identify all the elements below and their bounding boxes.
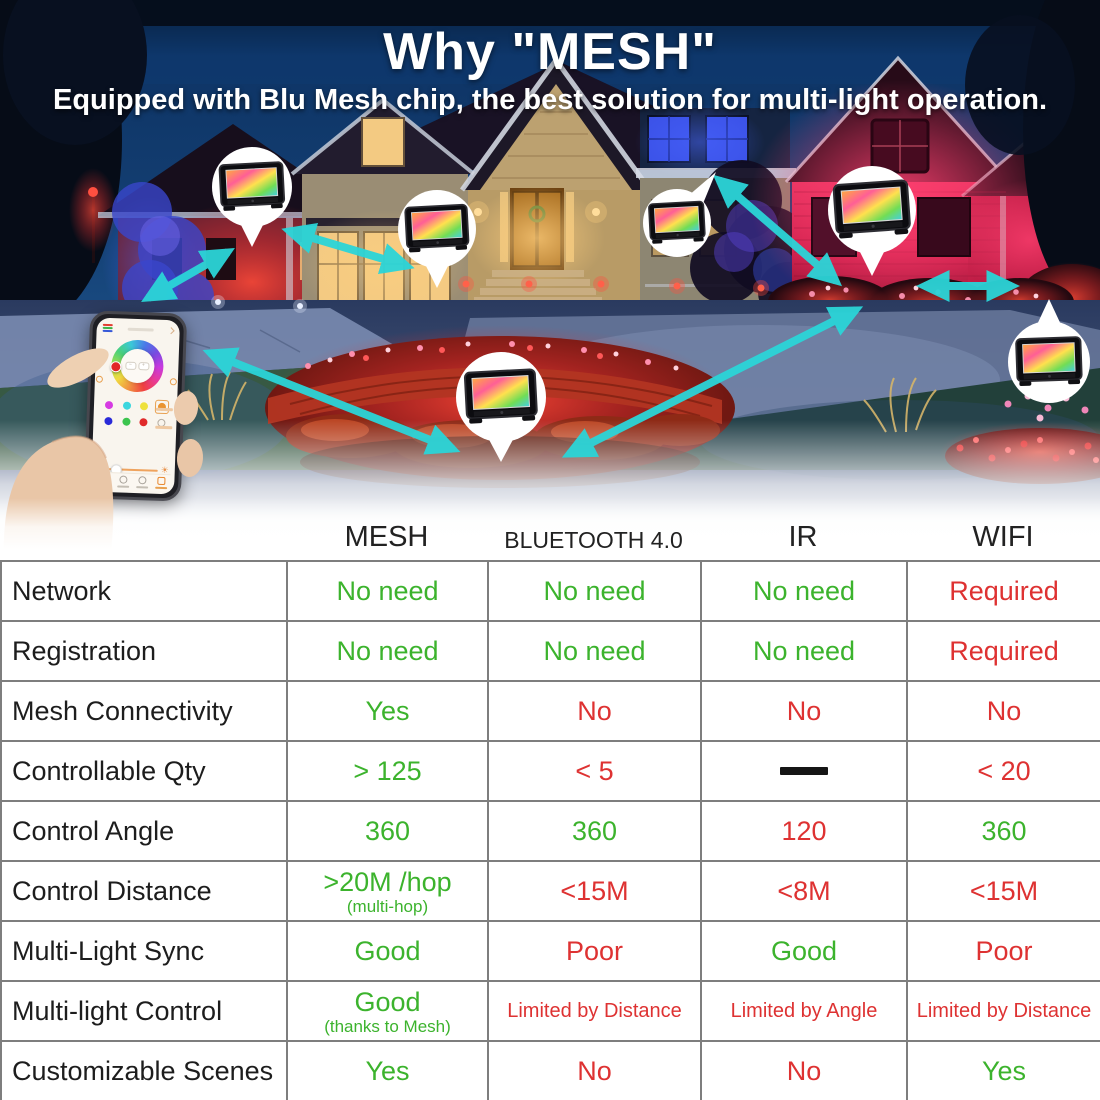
table-row: Customizable Scenes Yes No No Yes (0, 1040, 1100, 1100)
table-cell: <15M (487, 860, 702, 922)
floodlight-callout (828, 166, 916, 276)
table-cell: No (700, 1040, 908, 1100)
table-cell: > 125 (286, 740, 489, 802)
table-row: Control Distance >20M /hop (multi-hop) <15M… (0, 860, 1100, 922)
table-cell: No need (700, 560, 908, 622)
table-cell: >20M /hop (multi-hop) (286, 860, 489, 922)
table-cell: 360 (906, 800, 1100, 862)
table-cell: 360 (487, 800, 702, 862)
double-arrow-icon (202, 347, 461, 455)
table-cell: Limited by Distance (906, 980, 1100, 1042)
floodlight-callout (456, 352, 546, 462)
table-row: Controllable Qty > 125 < 5 < 20 (0, 740, 1100, 802)
table-cell: 120 (700, 800, 908, 862)
table-cell: < 5 (487, 740, 702, 802)
floodlight-callout (212, 147, 292, 247)
double-arrow-icon (561, 306, 864, 458)
table-cell: Required (906, 560, 1100, 622)
column-header: WIFI (972, 521, 1034, 553)
table-cell: < 20 (906, 740, 1100, 802)
table-cell: Yes (906, 1040, 1100, 1100)
table-row: Control Angle 360 360 120 360 (0, 800, 1100, 862)
table-cell: Good (700, 920, 908, 982)
table-cell: Yes (286, 680, 489, 742)
column-header-row: MESH BLUETOOTH 4.0 IR WIFI (0, 503, 1100, 558)
table-row: Multi-Light Sync Good Poor Good Poor (0, 920, 1100, 982)
table-cell: 360 (286, 800, 489, 862)
table-cell: No need (286, 560, 489, 622)
table-cell: Limited by Distance (487, 980, 702, 1042)
double-arrow-icon (712, 174, 843, 287)
table-row: Network No need No need No need Required (0, 560, 1100, 622)
table-row: Registration No need No need No need Require… (0, 620, 1100, 682)
table-cell: No (906, 680, 1100, 742)
table-cell: No need (487, 560, 702, 622)
table-cell: <8M (700, 860, 908, 922)
path-lights (211, 276, 769, 313)
table-cell: Poor (487, 920, 702, 982)
dash-icon (780, 766, 828, 775)
night-house-photo (0, 0, 1100, 562)
table-cell: No (487, 1040, 702, 1100)
entry-gable (459, 55, 653, 308)
table-cell: Yes (286, 1040, 489, 1100)
left-trees (0, 0, 147, 325)
row-label: Control Distance (0, 860, 288, 922)
table-cell: No (487, 680, 702, 742)
comparison-table-body: Network No need No need No need Required Regi… (0, 560, 1100, 1100)
row-label: Registration (0, 620, 288, 682)
row-label: Customizable Scenes (0, 1040, 288, 1100)
table-cell: Required (906, 620, 1100, 682)
column-header: MESH (344, 521, 429, 553)
table-row: Multi-light Control Good (thanks to Mesh) L… (0, 980, 1100, 1042)
table-row: Mesh Connectivity Yes No No No (0, 680, 1100, 742)
floodlight-callout (1008, 299, 1090, 403)
row-label: Mesh Connectivity (0, 680, 288, 742)
column-header-spacer (0, 554, 286, 558)
column-header: BLUETOOTH 4.0 (504, 527, 683, 553)
column-header: IR (788, 521, 818, 553)
comparison-table: Network No need No need No need Required Regi… (0, 560, 1100, 1100)
double-arrow-icon (141, 248, 235, 302)
floodlight-callout (643, 172, 716, 257)
page-subtitle: Equipped with Blu Mesh chip, the best so… (52, 84, 1047, 116)
table-cell: No need (487, 620, 702, 682)
table-cell: No need (286, 620, 489, 682)
row-label: Multi-Light Sync (0, 920, 288, 982)
table-cell: Good (286, 920, 489, 982)
table-cell: Poor (906, 920, 1100, 982)
table-cell: No need (700, 620, 908, 682)
table-cell: No (700, 680, 908, 742)
page-title: Why "MESH" (383, 23, 717, 81)
table-cell: Good (thanks to Mesh) (286, 980, 489, 1042)
table-cell (700, 740, 908, 802)
row-label: Control Angle (0, 800, 288, 862)
row-label: Multi-light Control (0, 980, 288, 1042)
floodlight-callout (398, 190, 476, 288)
double-arrow-icon (281, 222, 415, 275)
row-label: Network (0, 560, 288, 622)
table-cell: <15M (906, 860, 1100, 922)
row-label: Controllable Qty (0, 740, 288, 802)
table-cell: Limited by Angle (700, 980, 908, 1042)
photo-fade (0, 498, 1100, 562)
